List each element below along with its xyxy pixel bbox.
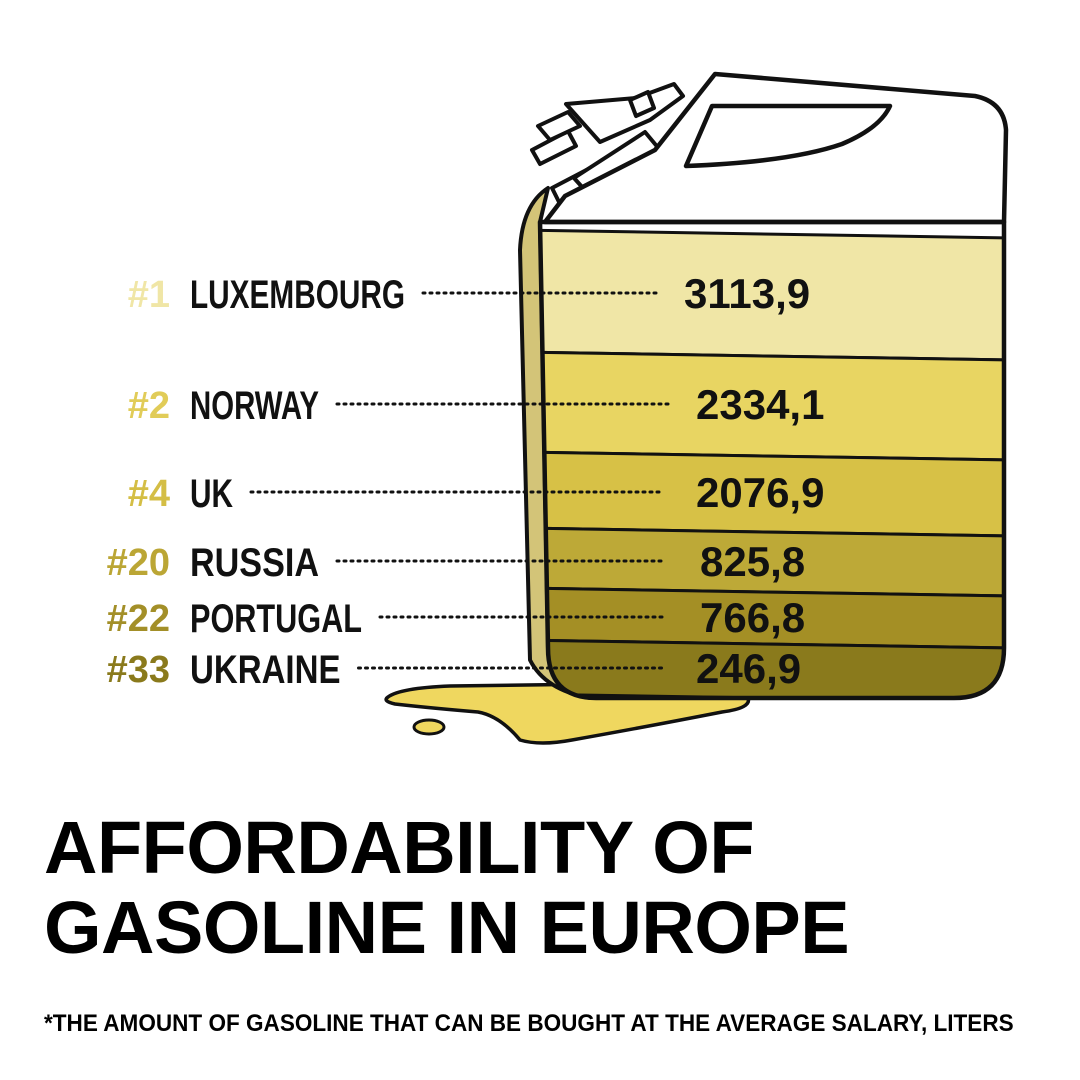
canister-handle-opening <box>683 103 893 169</box>
rank-label: #20 <box>107 542 170 584</box>
value-label: 2076,9 <box>696 469 824 516</box>
canister-body-outline <box>537 219 1007 701</box>
country-label: UKRAINE <box>190 648 341 692</box>
rank-label: #22 <box>107 598 170 640</box>
chart-footnote: *THE AMOUNT OF GASOLINE THAT CAN BE BOUG… <box>44 1010 1014 1037</box>
value-label: 2334,1 <box>696 381 824 428</box>
liquid-layer <box>540 526 1004 598</box>
rank-label: #2 <box>128 385 170 427</box>
liquid-layer <box>540 350 1004 462</box>
liquid-layer <box>540 228 1004 362</box>
liquid-layer <box>540 638 1004 698</box>
rank-label: #4 <box>128 473 170 515</box>
value-label: 825,8 <box>700 538 805 585</box>
liquid-layer <box>540 586 1004 650</box>
value-label: 246,9 <box>696 645 801 692</box>
chart-title: AFFORDABILITY OF GASOLINE IN EUROPE <box>44 808 1044 968</box>
country-label: RUSSIA <box>190 541 319 585</box>
country-label: LUXEMBOURG <box>190 273 405 317</box>
rank-label: #33 <box>107 649 170 691</box>
chart-title-line-2: GASOLINE IN EUROPE <box>44 886 850 969</box>
country-label: UK <box>190 472 233 516</box>
country-label: NORWAY <box>190 384 319 428</box>
country-label: PORTUGAL <box>190 597 362 641</box>
spill-droplet <box>412 718 446 736</box>
value-label: 3113,9 <box>684 270 810 317</box>
value-label: 766,8 <box>700 594 805 641</box>
rank-label: #1 <box>128 274 170 316</box>
liquid-layer <box>540 450 1004 538</box>
chart-title-line-1: AFFORDABILITY OF <box>44 806 755 889</box>
